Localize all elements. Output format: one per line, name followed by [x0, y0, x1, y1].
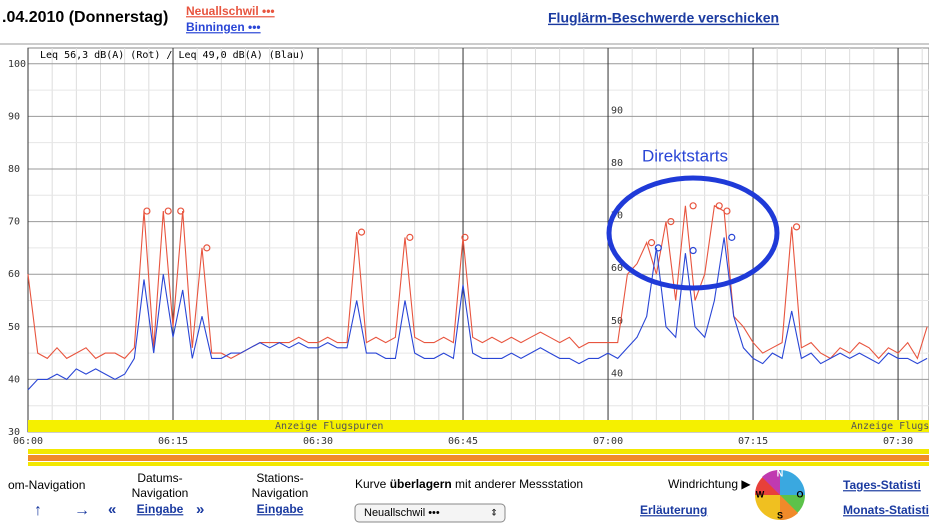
rose-letter: N — [777, 468, 784, 478]
series-line — [27, 204, 928, 360]
y-tick-label: 60 — [611, 263, 623, 274]
y-tick-label: 40 — [8, 374, 20, 385]
annotation-ellipse — [606, 175, 780, 291]
x-tick-label: 07:15 — [738, 436, 768, 447]
monthly-stats-link[interactable]: Monats-Statisti — [843, 503, 929, 517]
station-input-link[interactable]: Eingabe — [257, 502, 304, 516]
nav-right[interactable]: → — [74, 502, 90, 519]
y-tick-label: 60 — [8, 269, 20, 280]
x-tick-label: 06:30 — [303, 436, 333, 447]
wind-label: Windrichtung ▶ — [668, 477, 751, 491]
rose-letter: W — [756, 489, 765, 499]
overlay-text: überlagern — [390, 477, 452, 491]
x-tick-label: 06:15 — [158, 436, 188, 447]
y-tick-label: 40 — [611, 368, 623, 379]
legend-text: Leq 56,3 dB(A) (Rot) / Leq 49,0 dB(A) (B… — [40, 50, 305, 61]
rose-sector — [780, 495, 798, 521]
y-tick-label: 70 — [8, 217, 20, 228]
x-tick-label: 07:30 — [883, 436, 913, 447]
y-tick-label: 30 — [8, 427, 20, 438]
track-bar — [28, 449, 929, 454]
peak-marker — [177, 207, 185, 215]
select-value: Neuallschwil ••• — [364, 507, 440, 519]
band-label: Anzeige Flugspuren — [851, 421, 929, 432]
prev-button[interactable]: « — [108, 501, 116, 518]
peak-marker — [406, 233, 414, 241]
peak-marker — [715, 202, 723, 210]
rose-letter: O — [796, 489, 803, 499]
rose-sector — [755, 495, 780, 520]
y-tick-label: 90 — [8, 111, 20, 122]
annotation: Direktstarts — [642, 146, 728, 165]
rose-sector — [780, 470, 805, 495]
station-select[interactable] — [354, 503, 506, 523]
overlay-label: Kurve überlagern mit anderer Messstation — [355, 477, 583, 491]
rose-letter: S — [777, 510, 783, 520]
wind-rose — [755, 469, 805, 521]
plot-area — [27, 47, 929, 433]
nav-up[interactable]: ↑ — [34, 502, 42, 519]
peak-marker — [143, 207, 151, 215]
y-tick-label: 70 — [611, 211, 623, 222]
y-tick-label: 50 — [611, 316, 623, 327]
band-label: Anzeige Flugspuren — [275, 421, 383, 432]
y-tick-label: 100 — [8, 59, 26, 70]
chart: 303040405050606070708080909010006:0006:1… — [8, 47, 929, 447]
next-button[interactable]: » — [196, 501, 204, 518]
x-tick-label: 06:00 — [13, 436, 43, 447]
peak-marker — [203, 244, 211, 252]
peak-marker — [792, 223, 801, 231]
explain-link[interactable]: Erläuterung — [640, 503, 707, 517]
peak-marker — [357, 228, 366, 236]
y-tick-label: 80 — [611, 158, 623, 169]
track-bar — [28, 455, 929, 461]
peak-marker — [689, 202, 697, 210]
track-band — [28, 420, 929, 432]
peak-marker — [647, 239, 656, 247]
peak-marker — [654, 244, 662, 252]
daily-stats-link[interactable]: Tages-Statisti — [843, 478, 921, 492]
station-blue-link[interactable]: Binningen ••• — [186, 20, 261, 34]
nav-label: Navigation — [252, 486, 309, 500]
peak-marker — [461, 233, 469, 241]
peak-marker — [689, 246, 697, 255]
select-arrow: ⇕ — [490, 507, 498, 517]
nav-label: Stations- — [256, 471, 303, 485]
nav-label: Navigation — [132, 486, 189, 500]
y-tick-label: 90 — [611, 105, 623, 116]
overlay-text: Kurve — [355, 477, 390, 491]
x-tick-label: 06:45 — [448, 436, 478, 447]
overlay-text: mit anderer Messstation — [452, 477, 583, 491]
series-line — [27, 237, 928, 391]
complaint-link[interactable]: Fluglärm-Beschwerde verschicken — [548, 10, 779, 26]
nav-label: Datums- — [137, 471, 182, 485]
date-input-link[interactable]: Eingabe — [137, 502, 184, 516]
track-bar — [28, 462, 929, 466]
peak-marker — [723, 207, 731, 215]
nav-label: om-Navigation — [8, 478, 85, 492]
peak-marker — [667, 217, 675, 226]
peak-marker — [728, 233, 736, 241]
y-tick-label: 50 — [8, 322, 20, 333]
station-red-link[interactable]: Neuallschwil ••• — [186, 4, 275, 18]
rose-sector — [762, 469, 780, 495]
date-title: .04.2010 (Donnerstag) — [2, 9, 168, 26]
peak-marker — [164, 207, 172, 215]
y-tick-label: 80 — [8, 164, 20, 175]
x-tick-label: 07:00 — [593, 436, 623, 447]
